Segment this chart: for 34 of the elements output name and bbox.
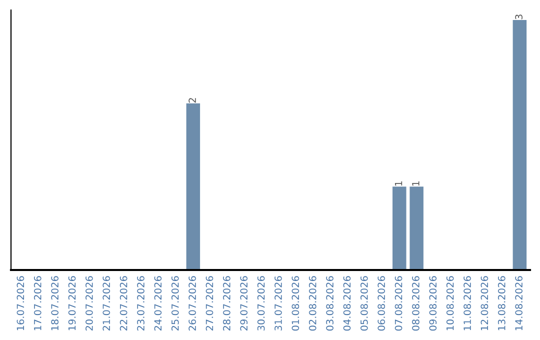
x-tick-label: 27.07.2026	[206, 276, 214, 331]
x-tick-label: 25.07.2026	[171, 276, 179, 331]
x-tick-label: 22.07.2026	[120, 276, 128, 331]
x-tick-label: 04.08.2026	[343, 276, 351, 331]
x-tick-label: 08.08.2026	[412, 276, 420, 331]
x-tick-label: 17.07.2026	[34, 276, 42, 330]
x-tick-label: 12.08.2026	[480, 276, 488, 330]
data-label: 1	[412, 181, 420, 186]
x-tick-label: 28.07.2026	[223, 276, 230, 331]
x-tick-label: 06.08.2026	[378, 276, 386, 331]
x-tick-label: 18.07.2026	[51, 276, 59, 330]
x-tick-label: 03.08.2026	[326, 276, 334, 331]
x-tick-label: 11.08.2026	[464, 276, 471, 330]
x-tick-label: 20.07.2026	[86, 276, 93, 331]
x-tick-label: 09.08.2026	[429, 276, 437, 331]
x-tick-label: 05.08.2026	[360, 276, 368, 331]
x-tick-label: 30.07.2026	[257, 276, 265, 330]
x-tick-label: 19.07.2026	[68, 276, 76, 330]
x-tick-label: 13.08.2026	[498, 276, 506, 330]
x-tick-label: 14.08.2026	[515, 276, 523, 330]
x-tick-label: 01.08.2026	[292, 276, 300, 331]
x-tick-label: 23.07.2026	[137, 276, 144, 331]
x-tick-label: 24.07.2026	[154, 276, 162, 331]
x-tick-label: 10.08.2026	[446, 276, 454, 330]
x-tick-label: 21.07.2026	[102, 276, 110, 331]
x-tick-label: 29.07.2026	[240, 276, 248, 331]
x-tick-label: 07.08.2026	[394, 276, 402, 331]
x-tick-label: 16.07.2026	[16, 276, 24, 330]
x-tick-label: 31.07.2026	[274, 276, 282, 330]
data-label: 3	[515, 14, 523, 20]
x-tick-label: 02.08.2026	[308, 276, 316, 331]
data-label: 1	[394, 181, 402, 186]
data-label: 2	[188, 98, 196, 103]
x-tick-label: 26.07.2026	[188, 276, 196, 331]
